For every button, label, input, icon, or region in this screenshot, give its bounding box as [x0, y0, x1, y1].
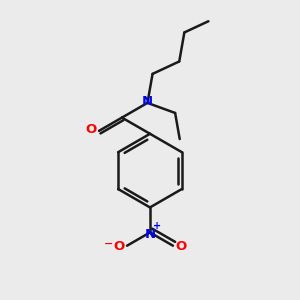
Text: +: + — [153, 221, 161, 231]
Text: O: O — [113, 240, 124, 253]
Text: −: − — [104, 239, 113, 249]
Text: N: N — [145, 228, 156, 241]
Text: O: O — [85, 123, 96, 136]
Text: N: N — [142, 95, 153, 108]
Text: O: O — [176, 240, 187, 253]
